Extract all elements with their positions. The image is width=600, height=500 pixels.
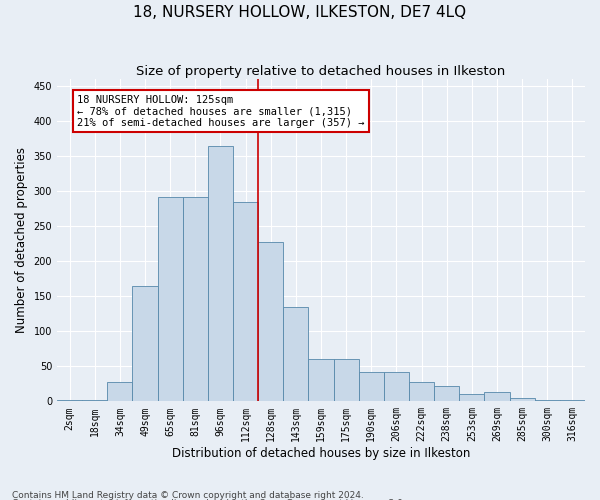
Bar [409,382,434,402]
Bar [258,242,283,402]
Bar [158,197,183,402]
Title: Size of property relative to detached houses in Ilkeston: Size of property relative to detached ho… [136,65,506,78]
Bar [208,146,233,402]
Bar [183,197,208,402]
Bar [509,398,535,402]
Bar [434,386,459,402]
Bar [57,400,82,402]
Y-axis label: Number of detached properties: Number of detached properties [15,147,28,333]
Bar [133,286,158,402]
Text: Contains public sector information licensed under the Open Government Licence v3: Contains public sector information licen… [12,499,406,500]
Bar [384,372,409,402]
Text: 18 NURSERY HOLLOW: 125sqm
← 78% of detached houses are smaller (1,315)
21% of se: 18 NURSERY HOLLOW: 125sqm ← 78% of detac… [77,94,365,128]
Bar [560,400,585,402]
Bar [308,360,334,402]
Bar [283,307,308,402]
X-axis label: Distribution of detached houses by size in Ilkeston: Distribution of detached houses by size … [172,447,470,460]
Bar [535,400,560,402]
Bar [459,394,484,402]
Bar [484,392,509,402]
Text: 18, NURSERY HOLLOW, ILKESTON, DE7 4LQ: 18, NURSERY HOLLOW, ILKESTON, DE7 4LQ [133,5,467,20]
Bar [359,372,384,402]
Bar [107,382,133,402]
Bar [233,202,258,402]
Text: Contains HM Land Registry data © Crown copyright and database right 2024.: Contains HM Land Registry data © Crown c… [12,490,364,500]
Bar [334,360,359,402]
Bar [82,400,107,402]
